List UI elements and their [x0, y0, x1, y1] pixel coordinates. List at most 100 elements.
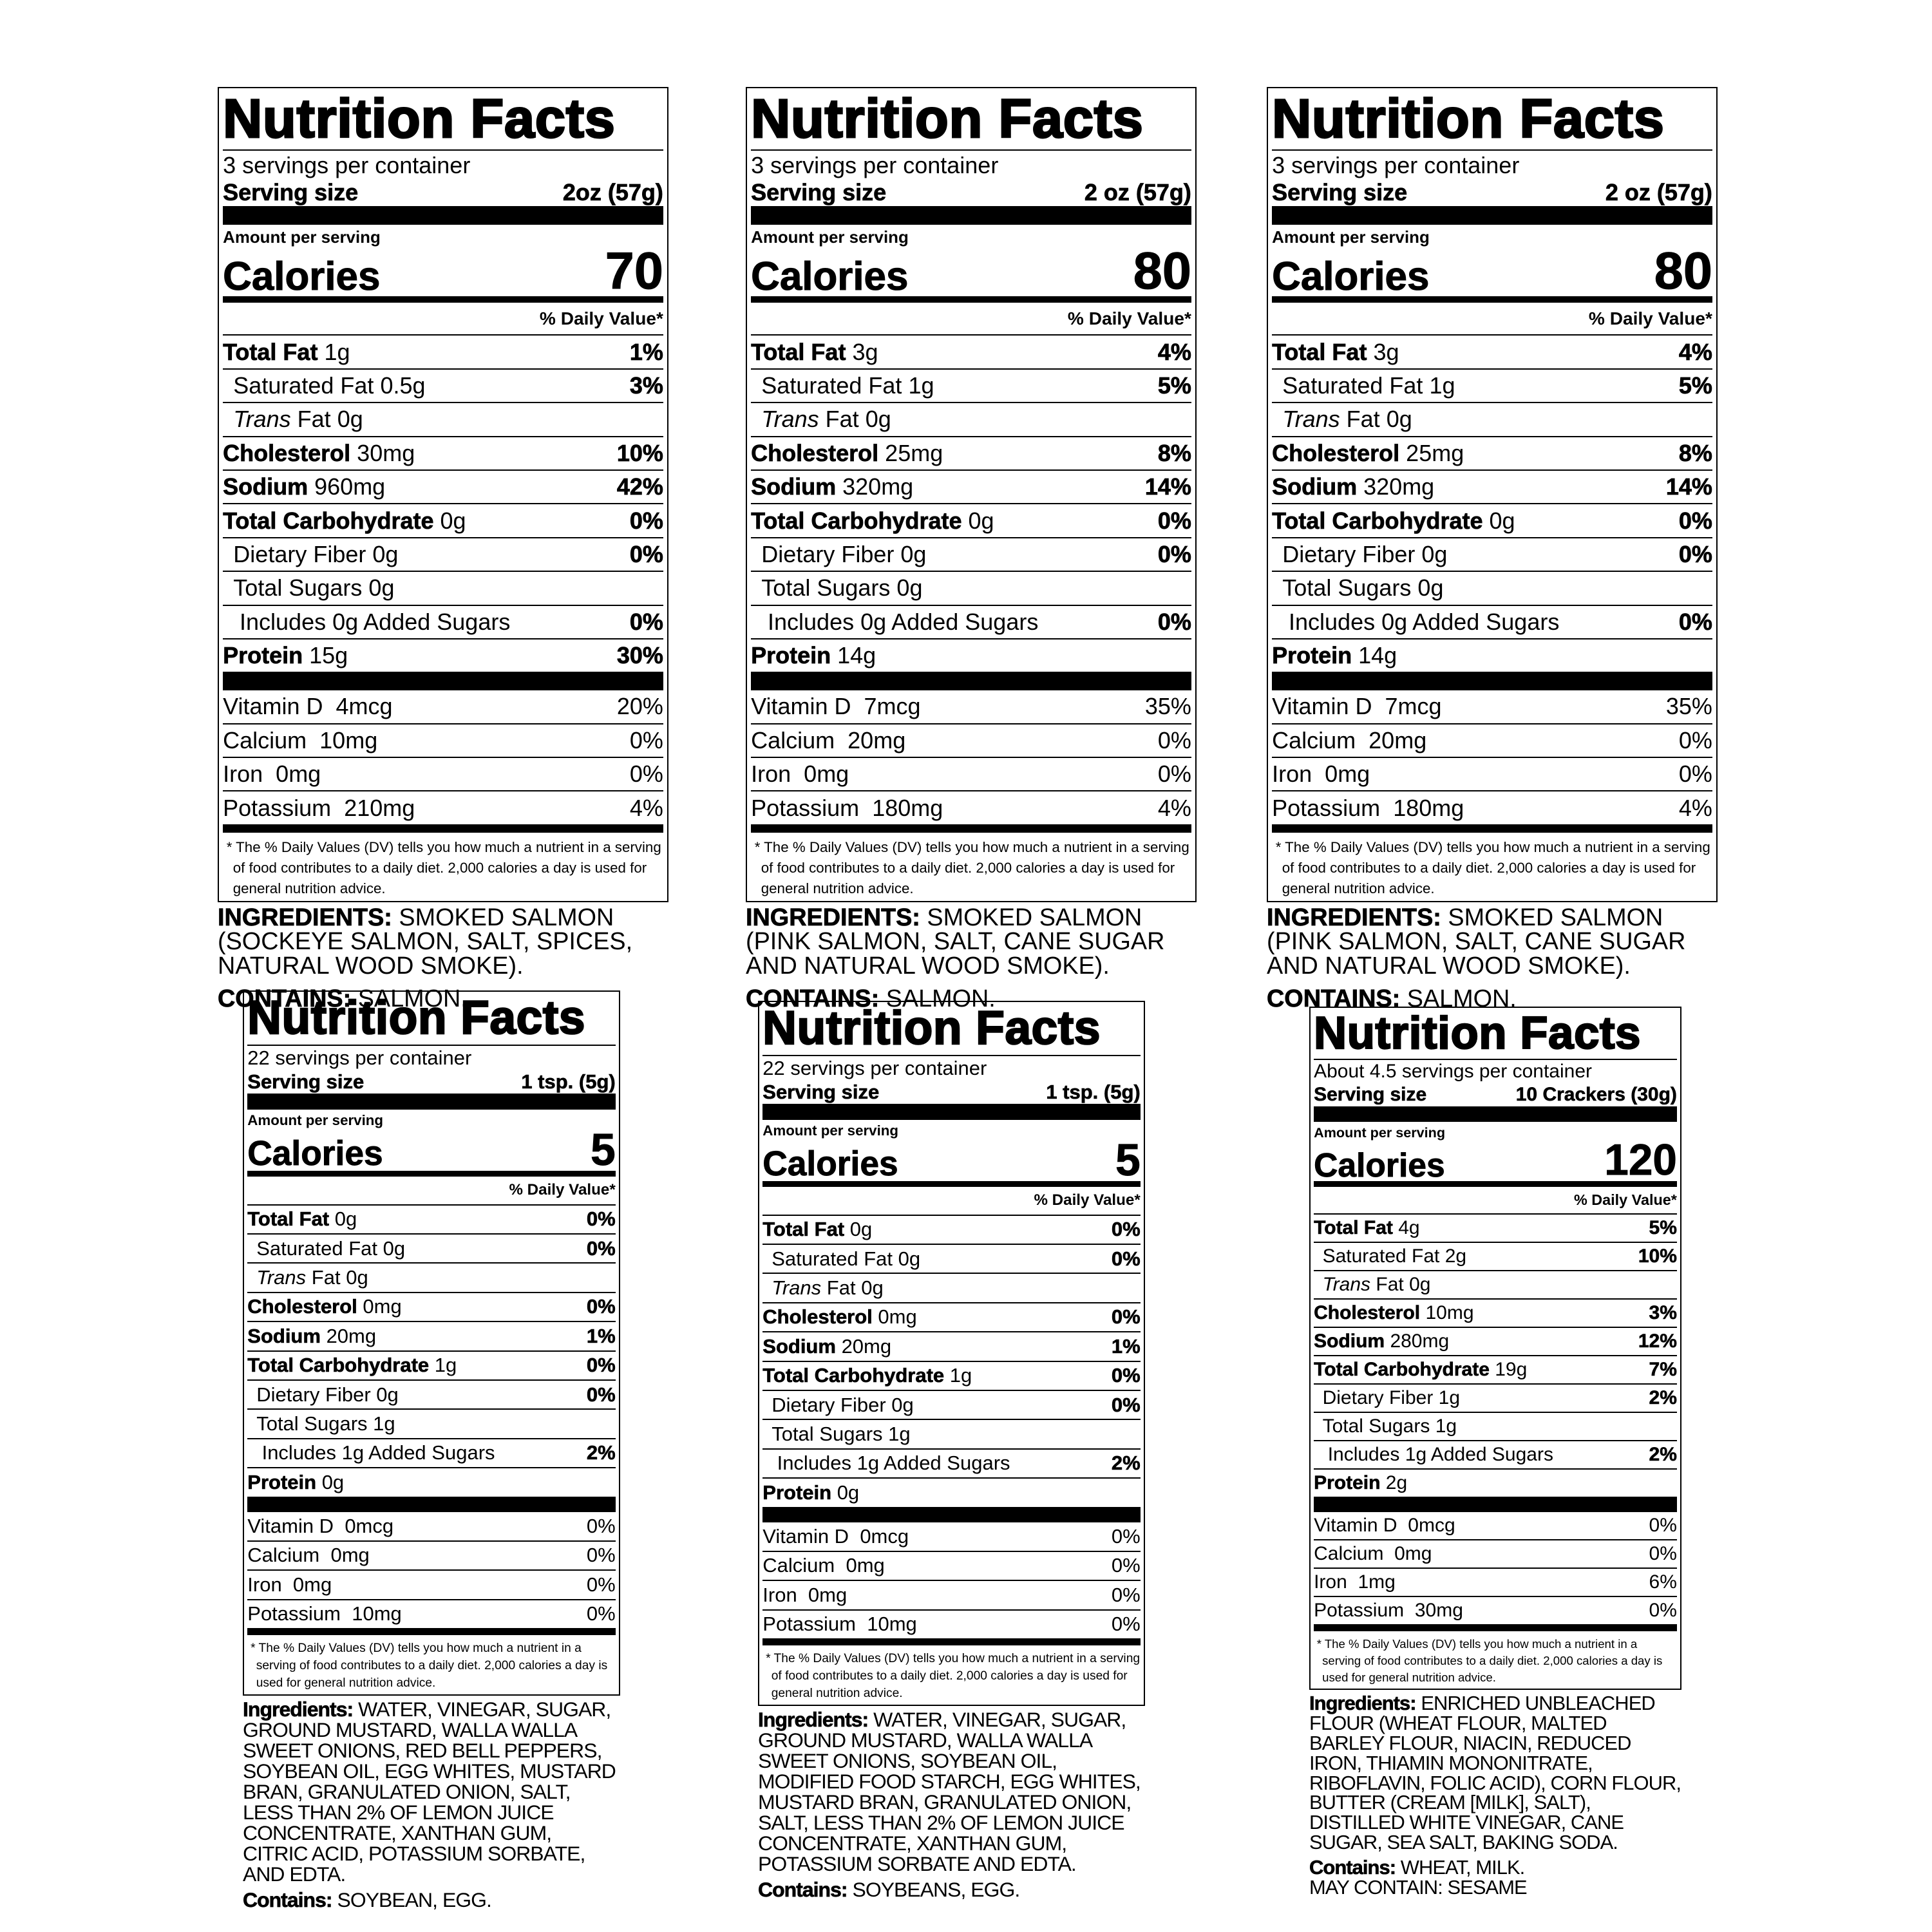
nutrient-row: Includes 0g Added Sugars 0% — [1272, 606, 1712, 639]
nutrient-label: Trans Fat 0g — [762, 1276, 883, 1300]
nutrient-dv: 2% — [1111, 1452, 1141, 1475]
divider — [762, 1506, 1141, 1523]
nutrient-dv: 2% — [1649, 1444, 1677, 1466]
nutrient-dv: 0% — [629, 507, 663, 534]
nutrient-row: Total Fat 4g 5% — [1314, 1215, 1677, 1244]
nutrient-row: Sodium 320mg 14% — [1272, 471, 1712, 505]
nutrient-amount: 3g — [1373, 338, 1399, 365]
nutrient-dv: 2% — [586, 1441, 616, 1464]
nutrition-facts-panel: Nutrition Facts 22 servings per containe… — [243, 990, 620, 1696]
product-label: Nutrition Facts 3 servings per container… — [1267, 87, 1718, 1013]
serving-size-value: 1 tsp. (5g) — [1046, 1080, 1141, 1103]
nutrient-dv: 2% — [1649, 1387, 1677, 1409]
nutrient-amount: 1g — [373, 1412, 395, 1435]
serving-size-label: Serving size — [247, 1070, 365, 1093]
nutrient-row: Total Fat 0g 0% — [247, 1206, 616, 1235]
vitamin-amount: 0mcg — [1408, 1515, 1455, 1537]
vitamin-amount: 20mg — [848, 726, 906, 753]
ingredients-label: Ingredients: — [758, 1708, 869, 1732]
nutrient-label: Total Sugars 0g — [1272, 574, 1443, 601]
vitamin-label: Vitamin D 0mcg — [247, 1515, 393, 1538]
nutrient-row: Protein 14g — [751, 639, 1191, 672]
nutrient-label: Cholesterol 25mg — [751, 439, 943, 467]
nutrient-amount: 3g — [852, 338, 878, 365]
nutrient-label: Cholesterol 0mg — [762, 1305, 917, 1329]
calories-label: Calories — [223, 254, 381, 299]
nutrient-amount: 0g — [865, 406, 891, 433]
vitamin-label: Vitamin D 0mcg — [1314, 1515, 1455, 1537]
nutrient-amount: 0g — [1489, 507, 1515, 534]
nutrient-dv: 0% — [629, 540, 663, 568]
vitamin-label: Iron 0mg — [751, 761, 849, 788]
nutrient-name: Total Fat — [1314, 1217, 1393, 1239]
vitamin-amount: 10mg — [319, 726, 378, 753]
nutrient-name: Saturated Fat — [1322, 1245, 1440, 1267]
vitamin-name: Calcium — [1272, 726, 1356, 753]
nutrient-label: Total Fat 1g — [223, 338, 350, 366]
divider — [1314, 1625, 1677, 1632]
serving-size-value: 10 Crackers (30g) — [1515, 1083, 1677, 1106]
nutrient-name: Fat — [297, 406, 331, 433]
nutrient-name: Total Carbohydrate — [223, 507, 434, 534]
vitamin-name: Calcium — [1314, 1543, 1384, 1565]
nutrient-dv: 4% — [1157, 338, 1191, 365]
nutrient-amount: 15g — [309, 642, 348, 669]
product-label: Nutrition Facts 22 servings per containe… — [243, 990, 620, 1911]
amount-per-serving: Amount per serving — [751, 228, 909, 247]
vitamin-amount: 20mg — [1368, 726, 1427, 753]
vitamin-label: Potassium 210mg — [223, 795, 415, 822]
nutrient-name: Includes 0g Added Sugars — [768, 608, 1039, 635]
nutrient-dv: 12% — [1638, 1331, 1678, 1352]
serving-size-value: 2 oz (57g) — [1084, 178, 1191, 206]
vitamin-amount: 180mg — [872, 794, 943, 821]
nutrient-dv: 1% — [586, 1324, 616, 1348]
nutrient-dv: 0% — [629, 608, 663, 635]
vitamin-name: Iron — [751, 761, 791, 788]
ingredients-text: WATER, VINEGAR, SUGAR, GROUND MUSTARD, W… — [758, 1708, 1141, 1875]
divider — [1272, 672, 1712, 691]
daily-value-header: % Daily Value* — [1272, 303, 1712, 336]
nutrient-label: Saturated Fat 1g — [751, 372, 934, 399]
nutrient-dv: 1% — [1111, 1334, 1141, 1358]
vitamin-dv: 0% — [1157, 726, 1191, 753]
nutrient-amount: 0g — [891, 1393, 914, 1416]
contains-text: WHEAT, MILK. — [1400, 1855, 1525, 1879]
nutrient-dv: 0% — [1157, 507, 1191, 534]
nutrient-row: Protein 15g 30% — [223, 639, 664, 672]
nutrient-name: Sodium — [223, 473, 308, 500]
vitamin-name: Iron — [223, 761, 263, 788]
nutrient-name: Cholesterol — [247, 1295, 357, 1318]
nutrient-name: Total Carbohydrate — [1272, 507, 1483, 534]
nutrient-label: Total Sugars 0g — [751, 574, 922, 601]
nutrient-row: Saturated Fat 1g 5% — [1272, 370, 1712, 404]
nutrient-label: Cholesterol 25mg — [1272, 439, 1464, 467]
nutrient-label: Dietary Fiber 1g — [1314, 1387, 1460, 1409]
vitamin-row: Potassium 10mg 0% — [247, 1600, 616, 1629]
vitamin-amount: 10mg — [352, 1602, 402, 1625]
nutrient-name: Total Carbohydrate — [247, 1354, 430, 1377]
nutrient-label: Total Carbohydrate 1g — [247, 1354, 457, 1377]
serving-size-row: Serving size 2 oz (57g) — [751, 178, 1192, 206]
vitamin-amount: 180mg — [1393, 794, 1464, 821]
nutrient-amount: 20mg — [841, 1334, 892, 1358]
panel-title: Nutrition Facts — [1271, 87, 1712, 151]
nutrient-amount: 14g — [1358, 642, 1397, 669]
nutrient-name: Total Sugars — [1282, 574, 1412, 601]
ingredients: INGREDIENTS: SMOKED SALMON (PINK SALMON,… — [746, 904, 1197, 980]
nutrient-label: Cholesterol 0mg — [247, 1295, 402, 1318]
divider — [1314, 1497, 1677, 1513]
nutrient-amount: 280mg — [1390, 1331, 1450, 1352]
nutrient-label: Total Sugars 1g — [1314, 1416, 1457, 1437]
amount-per-serving: Amount per serving — [1314, 1124, 1446, 1141]
nutrient-amount: 1g — [908, 372, 934, 399]
nutrient-amount: 0g — [334, 1208, 357, 1231]
nutrient-name: Dietary Fiber — [233, 540, 366, 567]
footnote: * The % Daily Values (DV) tells you how … — [1316, 1636, 1663, 1685]
nutrient-amount: 0g — [837, 1481, 860, 1504]
ingredients: Ingredients: ENRICHED UNBLEACHED FLOUR (… — [1309, 1693, 1681, 1853]
ingredients-text: SMOKED SALMON (PINK SALMON, SALT, CANE S… — [746, 904, 1165, 980]
nutrient-name: Protein — [1272, 642, 1352, 669]
nutrient-row: Sodium 20mg 1% — [762, 1332, 1141, 1362]
nutrient-row: Saturated Fat 1g 5% — [751, 370, 1191, 404]
vitamin-name: Potassium — [1314, 1600, 1405, 1622]
